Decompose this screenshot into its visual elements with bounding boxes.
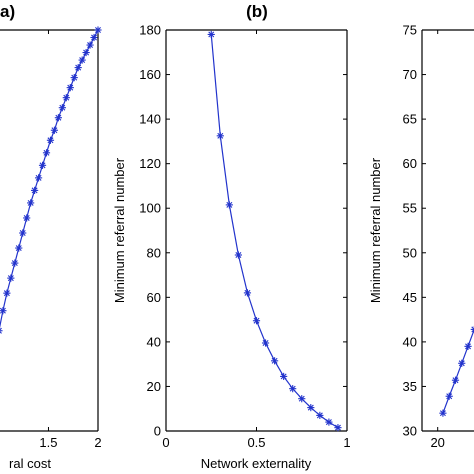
x-tick-label: 1.5: [39, 435, 57, 450]
data-point-marker: [439, 409, 447, 417]
x-tick-label: 2: [94, 435, 101, 450]
y-tick-label: 45: [403, 290, 417, 305]
data-point-marker: [23, 214, 31, 222]
y-tick-label: 50: [403, 245, 417, 260]
data-point-marker: [62, 94, 70, 102]
series-line: [210, 34, 339, 429]
data-point-marker: [78, 56, 86, 64]
data-point-marker: [216, 132, 224, 140]
y-tick-label: 80: [147, 245, 161, 260]
data-point-marker: [207, 30, 215, 39]
x-axis-title: ral cost: [9, 456, 51, 471]
y-tick-label: 0: [154, 424, 161, 439]
x-tick-label: 0: [162, 435, 169, 450]
x-tick-label: 0.5: [247, 435, 265, 450]
data-point-marker: [445, 392, 453, 400]
y-tick-label: 120: [139, 156, 161, 171]
data-point-marker: [225, 201, 233, 209]
y-tick-label: 70: [403, 67, 417, 82]
x-tick-label: 1: [343, 435, 350, 450]
y-tick-label: 60: [147, 290, 161, 305]
y-tick-label: 60: [403, 156, 417, 171]
data-point-marker: [0, 307, 7, 315]
data-point-marker: [70, 74, 78, 82]
panel-label: (b): [246, 2, 268, 21]
data-point-marker: [34, 174, 43, 182]
data-point-marker: [50, 126, 59, 134]
data-point-marker: [470, 325, 474, 334]
panel-label: a): [0, 2, 15, 21]
data-point-marker: [86, 41, 94, 49]
data-point-marker: [243, 289, 252, 297]
data-point-marker: [252, 317, 261, 325]
y-tick-label: 100: [139, 201, 161, 216]
y-tick-label: 35: [403, 379, 417, 394]
data-point-marker: [19, 229, 27, 237]
y-axis-title: Minimum referral number: [368, 157, 383, 303]
y-tick-label: 30: [403, 424, 417, 439]
y-tick-label: 65: [403, 112, 417, 127]
data-point-marker: [0, 327, 3, 334]
y-tick-label: 40: [403, 334, 417, 349]
data-point-marker: [3, 289, 11, 297]
y-tick-label: 40: [147, 334, 161, 349]
data-point-marker: [27, 199, 35, 207]
panel-b: 0 0.5 1 0 20 40 60 80 100 120 140 160 180 (b) Network …: [112, 2, 351, 471]
data-point-marker: [334, 424, 342, 432]
data-point-marker: [66, 84, 74, 92]
data-point-marker: [54, 114, 62, 122]
panel-c: 20 30 35 40 45 50 55 60 65 70 75 Minimum referral n…: [368, 23, 474, 450]
data-point-marker: [307, 404, 315, 412]
y-tick-label: 140: [139, 112, 161, 127]
data-point-marker: [271, 357, 279, 365]
data-point-marker: [90, 33, 98, 42]
data-point-marker: [74, 63, 82, 72]
data-point-marker: [451, 376, 460, 384]
y-axis-title: Minimum referral number: [112, 157, 127, 303]
data-point-marker: [11, 259, 19, 267]
y-tick-label: 180: [139, 23, 161, 38]
data-point-marker: [280, 372, 288, 381]
data-point-marker: [316, 411, 324, 420]
y-tick-label: 75: [403, 23, 417, 38]
y-tick-label: 55: [403, 201, 417, 216]
data-point-marker: [458, 359, 466, 367]
x-tick-label: 20: [430, 435, 444, 450]
series-line: [0, 29, 99, 329]
data-point-marker: [325, 418, 333, 426]
data-point-marker: [261, 339, 270, 347]
data-point-marker: [464, 342, 472, 350]
data-point-marker: [7, 274, 15, 282]
data-point-marker: [289, 385, 297, 393]
data-point-marker: [31, 186, 39, 194]
data-point-marker: [298, 395, 306, 403]
series-line: [442, 328, 474, 414]
data-point-marker: [15, 244, 23, 252]
y-tick-label: 20: [147, 379, 161, 394]
data-point-marker: [82, 48, 90, 57]
data-point-marker: [38, 161, 47, 169]
data-point-marker: [46, 136, 55, 144]
x-axis-title: Network externality: [201, 456, 312, 471]
data-point-marker: [234, 251, 242, 259]
data-point-marker: [58, 104, 66, 112]
data-point-marker: [42, 149, 51, 157]
panel-a: 1.5 2 a) ral cost: [0, 2, 102, 471]
y-tick-label: 160: [139, 67, 161, 82]
data-point-marker: [94, 26, 102, 34]
